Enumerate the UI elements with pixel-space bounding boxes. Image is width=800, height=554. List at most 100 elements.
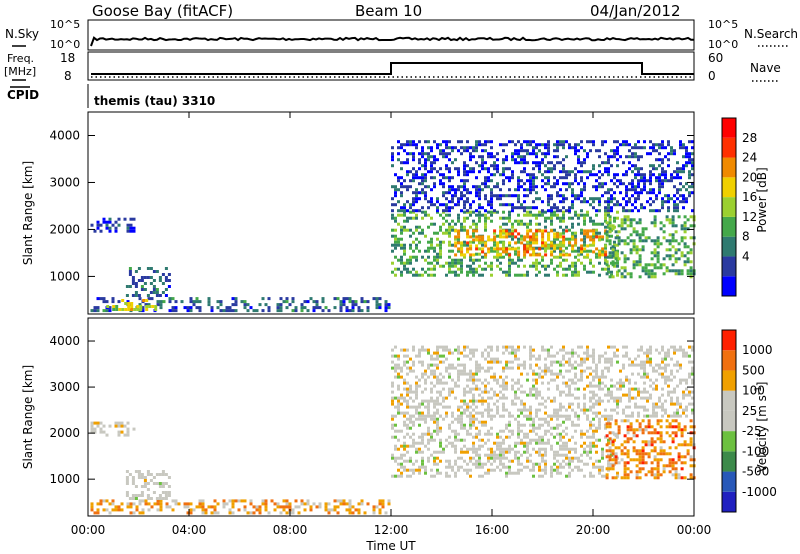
scatter-cell (574, 234, 577, 238)
scatter-cell (595, 426, 598, 430)
y-tick-label: 3000 (49, 380, 80, 394)
scatter-cell (652, 188, 655, 192)
scatter-cell (466, 250, 470, 254)
scatter-cell (517, 345, 520, 349)
scatter-cell (397, 396, 400, 400)
scatter-cell (433, 255, 436, 259)
scatter-cell (577, 216, 580, 220)
scatter-cell (451, 378, 454, 382)
scatter-cell (442, 216, 445, 220)
scatter-cell (538, 393, 541, 397)
scatter-cell (556, 255, 559, 259)
scatter-cell (502, 255, 505, 259)
scatter-cell (629, 221, 633, 225)
scatter-cell (481, 143, 484, 147)
scatter-cell (421, 438, 424, 442)
scatter-cell (424, 210, 427, 214)
scatter-cell (493, 167, 496, 171)
scatter-cell (671, 236, 675, 240)
scatter-cell (134, 485, 138, 488)
scatter-cell (514, 396, 517, 400)
scatter-cell (583, 197, 586, 201)
scatter-cell (649, 140, 652, 144)
scatter-cell (300, 309, 304, 313)
scatter-cell (568, 474, 571, 478)
scatter-cell (159, 300, 163, 304)
scatter-cell (595, 393, 598, 397)
scatter-cell (463, 216, 466, 220)
scatter-cell (508, 411, 511, 415)
scatter-cell (412, 158, 415, 162)
scatter-cell (466, 197, 469, 201)
scatter-cell (430, 417, 433, 421)
scatter-cell (294, 309, 298, 313)
scatter-cell (397, 213, 400, 217)
scatter-cell (406, 219, 409, 223)
scatter-cell (276, 309, 280, 313)
scatter-cell (502, 465, 505, 469)
scatter-cell (427, 155, 430, 159)
scatter-cell (650, 437, 654, 441)
scatter-cell (481, 354, 484, 358)
scatter-cell (406, 216, 409, 220)
scatter-cell (604, 375, 607, 379)
scatter-cell (111, 297, 115, 301)
scatter-cell (598, 273, 601, 277)
scatter-cell (565, 258, 568, 262)
scatter-cell (517, 450, 520, 454)
scatter-cell (481, 438, 484, 442)
scatter-cell (604, 167, 607, 171)
scatter-cell (646, 360, 649, 364)
scatter-cell (111, 300, 115, 304)
scatter-cell (466, 247, 470, 251)
scatter-cell (403, 435, 406, 439)
scatter-cell (553, 155, 556, 159)
scatter-cell (321, 300, 325, 304)
scatter-cell (493, 185, 496, 189)
scatter-cell (683, 215, 687, 219)
scatter-cell (445, 191, 448, 195)
colorbar-tick-label: 20 (742, 170, 757, 184)
scatter-cell (619, 155, 622, 159)
scatter-cell (541, 232, 545, 236)
scatter-cell (610, 441, 613, 445)
scatter-cell (688, 155, 691, 159)
scatter-cell (637, 194, 640, 198)
scatter-cell (394, 194, 397, 198)
scatter-cell (508, 423, 511, 427)
scatter-cell (517, 200, 520, 204)
scatter-cell (604, 244, 608, 248)
scatter-cell (668, 239, 672, 243)
scatter-cell (631, 387, 634, 391)
scatter-cell (466, 264, 469, 268)
scatter-cell (529, 191, 532, 195)
scatter-cell (400, 258, 403, 262)
scatter-cell (427, 408, 430, 412)
scatter-cell (210, 511, 214, 515)
scatter-cell (517, 381, 520, 385)
scatter-cell (640, 345, 643, 349)
scatter-cell (442, 348, 445, 352)
scatter-cell (499, 255, 502, 259)
scatter-cell (412, 240, 415, 244)
scatter-cell (158, 473, 162, 476)
scatter-cell (409, 234, 412, 238)
scatter-cell (529, 173, 532, 177)
scatter-cell (691, 366, 694, 370)
scatter-cell (463, 240, 466, 244)
nave-label: Nave (750, 61, 781, 75)
scatter-cell (243, 300, 247, 304)
scatter-cell (616, 360, 619, 364)
scatter-cell (487, 429, 490, 433)
scatter-cell (115, 308, 119, 311)
scatter-cell (559, 360, 562, 364)
scatter-cell (589, 366, 592, 370)
scatter-cell (589, 390, 592, 394)
scatter-cell (604, 246, 607, 250)
scatter-cell (556, 143, 559, 147)
scatter-cell (544, 247, 548, 251)
scatter-cell (394, 188, 397, 192)
scatter-cell (90, 427, 94, 431)
scatter-cell (562, 273, 565, 277)
scatter-cell (583, 170, 586, 174)
